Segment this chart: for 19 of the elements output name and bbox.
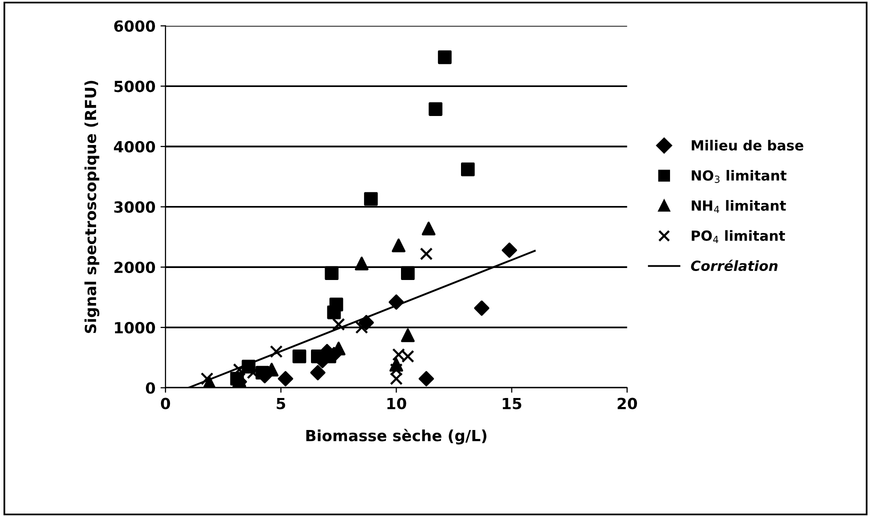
y-tick-label: 5000 (114, 80, 156, 92)
legend-label: PO$_{4}$ limitant (692, 230, 786, 244)
x-axis-title: Biomasse sèche (g/L) (306, 428, 486, 444)
legend-label: NO$_{3}$ limitant (692, 170, 786, 183)
y-tick-label: 1000 (114, 322, 156, 334)
x-tick-label: 5 (276, 398, 286, 410)
legend-label: Milieu de base (692, 140, 804, 151)
legend-label: Corrélation (691, 260, 778, 272)
y-tick-label: 0 (146, 382, 156, 394)
x-tick-label: 0 (160, 398, 170, 410)
legend-label: NH$_{4}$ limitant (692, 200, 786, 213)
x-tick-label: 15 (502, 398, 522, 410)
y-axis-title: Signal spectroscopique (RFU) (84, 80, 100, 333)
y-tick-label: 2000 (114, 262, 156, 274)
y-tick-label: 3000 (114, 201, 156, 213)
y-tick-label: 6000 (114, 20, 156, 32)
x-tick-label: 10 (387, 398, 406, 410)
y-tick-label: 4000 (114, 140, 156, 153)
x-tick-label: 20 (618, 398, 638, 410)
